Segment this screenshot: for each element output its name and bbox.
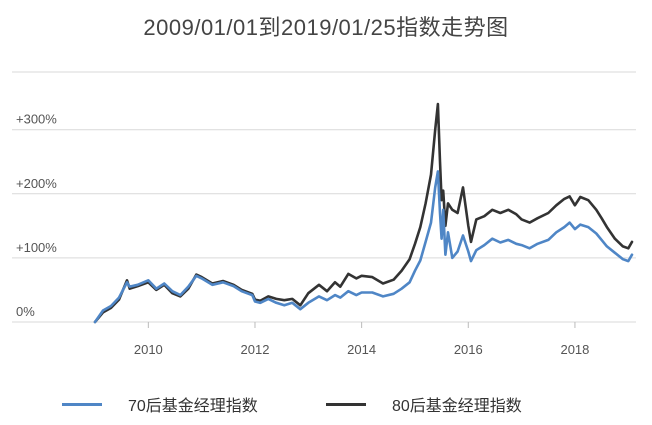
axis-layer: 0% +100% +200% +300% 2010 2012 2014 2016 2018 [16,112,589,357]
x-tick-label: 2018 [560,342,589,357]
x-tick-label: 2016 [454,342,483,357]
legend: 70后基金经理指数 80后基金经理指数 [0,392,652,416]
series-line-1 [93,102,634,324]
y-tick-label: +100% [16,240,57,255]
y-tick-label: +300% [16,112,57,127]
series-line-0 [93,170,634,324]
legend-label-80: 80后基金经理指数 [392,398,522,415]
legend-label-70: 70后基金经理指数 [128,398,258,415]
x-tick-label: 2010 [134,342,163,357]
legend-swatch-80 [326,402,366,406]
grid-layer [12,71,636,323]
legend-item-80: 80后基金经理指数 [326,392,522,416]
series-layer [93,102,634,324]
y-tick-label: 0% [16,304,35,319]
chart-title: 2009/01/01到2019/01/25指数走势图 [143,15,509,40]
legend-item-70: 70后基金经理指数 [62,392,258,416]
x-tick-label: 2012 [241,342,270,357]
x-tick-label: 2014 [347,342,376,357]
y-tick-label: +200% [16,176,57,191]
legend-swatch-70 [62,402,102,406]
